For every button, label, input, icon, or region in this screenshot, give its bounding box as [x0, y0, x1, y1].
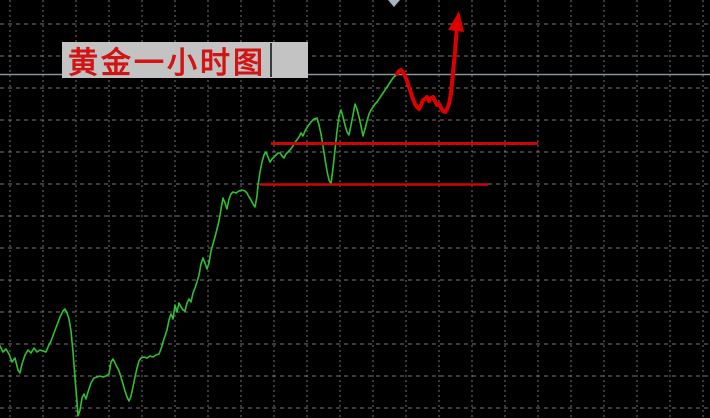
- chart-title-label: 黄金一小时图: [68, 47, 266, 80]
- price-line-price: [0, 73, 398, 417]
- up-arrow-head[interactable]: [448, 11, 464, 32]
- text-cursor: [270, 43, 272, 77]
- forecast-curve[interactable]: [395, 26, 459, 114]
- chart-shift-marker-icon[interactable]: [388, 0, 400, 7]
- chart-title-text-object[interactable]: 黄金一小时图: [62, 42, 308, 80]
